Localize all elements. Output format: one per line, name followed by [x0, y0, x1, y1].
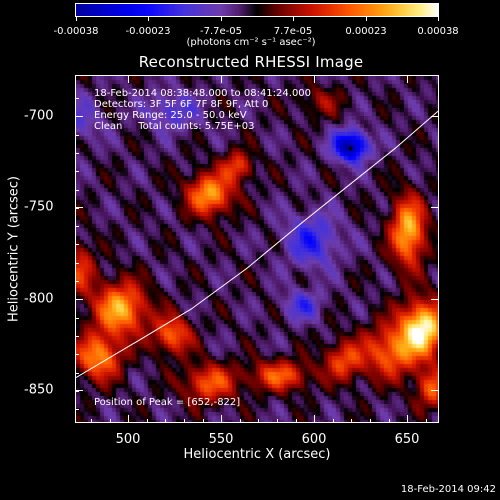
y-major-tick-right	[431, 299, 438, 300]
y-minor-tick	[76, 153, 79, 154]
y-minor-tick	[76, 299, 79, 300]
x-minor-tick	[314, 419, 315, 422]
x-major-tick	[221, 415, 222, 422]
colorbar-units: (photons cm⁻² s⁻¹ asec⁻²)	[186, 37, 316, 48]
y-minor-tick	[76, 391, 79, 392]
x-minor-tick	[221, 419, 222, 422]
x-axis-label: Heliocentric X (arcsec)	[183, 447, 331, 462]
colorbar-label-5: 0.00023	[345, 26, 387, 37]
y-tick-label-850: -850	[24, 382, 54, 398]
colorbar-label-3: -7.7e-05	[200, 26, 242, 37]
y-major-tick	[76, 390, 83, 391]
y-minor-tick	[76, 190, 79, 191]
x-tick-label-650: 650	[394, 432, 420, 447]
y-minor-tick	[76, 336, 79, 337]
x-major-tick	[314, 415, 315, 422]
y-minor-tick	[76, 409, 79, 410]
y-tick-label-800: -800	[24, 291, 54, 307]
peak-position-label: Position of Peak = [652,-822]	[94, 397, 241, 408]
y-minor-tick	[76, 171, 79, 172]
y-minor-tick	[76, 318, 79, 319]
colorbar-label-4: 7.7e-05	[273, 26, 313, 37]
y-major-tick-right	[431, 207, 438, 208]
x-major-tick-top	[407, 76, 408, 83]
x-minor-tick	[128, 419, 129, 422]
x-minor-tick	[110, 419, 111, 422]
x-minor-tick	[426, 419, 427, 422]
y-major-tick	[76, 116, 83, 117]
x-minor-tick	[389, 419, 390, 422]
y-major-tick	[76, 299, 83, 300]
colorbar-label-2: -0.00023	[125, 26, 171, 37]
colorbar-tick	[293, 17, 294, 21]
x-minor-tick	[91, 419, 92, 422]
x-minor-tick	[147, 419, 148, 422]
heatmap-image	[76, 76, 438, 422]
x-major-tick-top	[221, 76, 222, 83]
x-minor-tick	[277, 419, 278, 422]
y-major-tick	[76, 207, 83, 208]
timestamp: 18-Feb-2014 09:42	[400, 484, 496, 495]
x-minor-tick	[258, 419, 259, 422]
colorbar-tick	[221, 17, 222, 21]
x-minor-tick	[240, 419, 241, 422]
y-axis-label: Heliocentric Y (arcsec)	[6, 176, 22, 322]
y-tick-label-750: -750	[24, 199, 54, 215]
x-major-tick-top	[128, 76, 129, 83]
y-major-tick-right	[431, 390, 438, 391]
y-minor-tick	[76, 281, 79, 282]
solar-limb-svg	[76, 110, 438, 379]
x-major-tick	[128, 415, 129, 422]
y-minor-tick	[76, 263, 79, 264]
colorbar-tick	[438, 17, 439, 21]
y-minor-tick	[76, 135, 79, 136]
colorbar-tick	[76, 17, 77, 21]
x-tick-label-500: 500	[115, 432, 141, 447]
info-detectors: Detectors: 3F 5F 6F 7F 8F 9F, Att 0	[94, 99, 269, 110]
colorbar	[75, 3, 439, 17]
y-minor-tick	[76, 98, 79, 99]
info-time-range: 18-Feb-2014 08:38:48.000 to 08:41:24.000	[94, 88, 312, 99]
colorbar-tick	[148, 17, 149, 21]
y-minor-tick	[76, 208, 79, 209]
x-minor-tick	[407, 419, 408, 422]
x-minor-tick	[370, 419, 371, 422]
x-minor-tick	[296, 419, 297, 422]
y-minor-tick	[76, 373, 79, 374]
x-major-tick	[407, 415, 408, 422]
info-energy-range: Energy Range: 25.0 - 50.0 keV	[94, 110, 247, 121]
plot-title: Reconstructed RHESSI Image	[138, 53, 364, 71]
x-minor-tick	[351, 419, 352, 422]
y-minor-tick	[76, 354, 79, 355]
x-minor-tick	[165, 419, 166, 422]
info-clean-counts: Clean Total counts: 5.75E+03	[94, 121, 255, 132]
y-minor-tick	[76, 116, 79, 117]
solar-limb-line	[76, 110, 438, 379]
y-minor-tick	[76, 244, 79, 245]
colorbar-label-6: 0.00038	[417, 26, 459, 37]
x-tick-label-550: 550	[208, 432, 234, 447]
colorbar-tick	[366, 17, 367, 21]
x-tick-label-600: 600	[301, 432, 327, 447]
y-major-tick-right	[431, 116, 438, 117]
x-minor-tick	[203, 419, 204, 422]
x-major-tick-top	[314, 76, 315, 83]
y-minor-tick	[76, 226, 79, 227]
x-minor-tick	[184, 419, 185, 422]
x-minor-tick	[333, 419, 334, 422]
plot-area: 18-Feb-2014 08:38:48.000 to 08:41:24.000…	[75, 75, 439, 423]
y-tick-label-700: -700	[24, 108, 54, 124]
colorbar-label-1: -0.00038	[53, 26, 99, 37]
